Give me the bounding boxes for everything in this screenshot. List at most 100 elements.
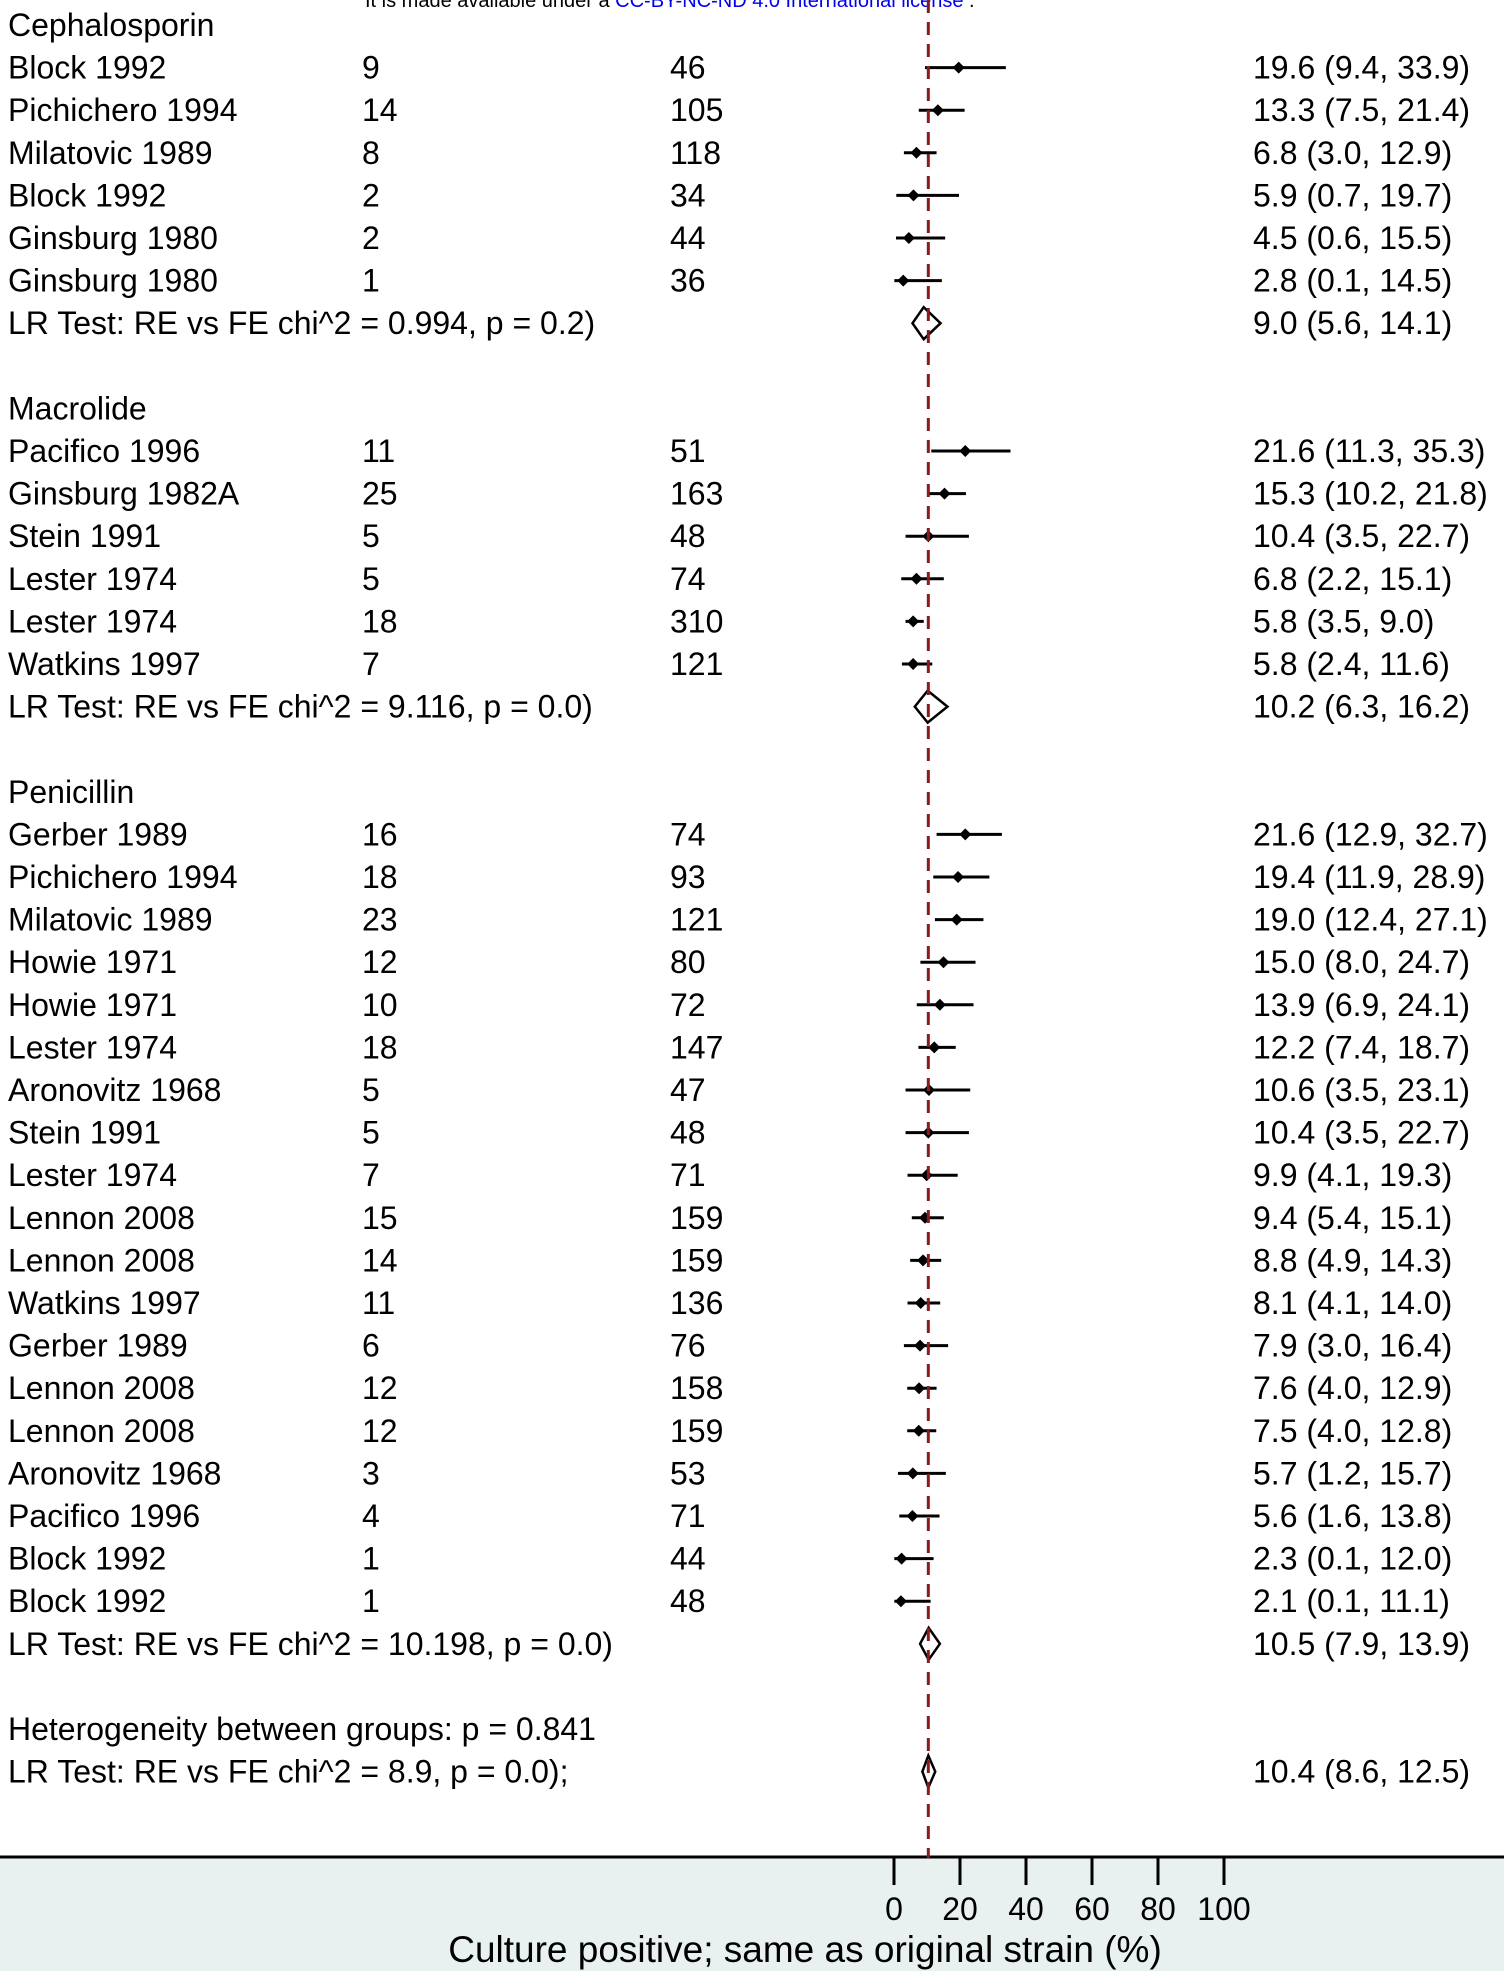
estimate-ci: 2.3 (0.1, 12.0) [1253,1541,1452,1577]
total-count: 159 [670,1413,723,1449]
study-name: Ginsburg 1982A [8,476,240,512]
point-estimate [895,1552,908,1565]
point-estimate [928,1041,941,1054]
study-name: Milatovic 1989 [8,135,213,171]
total-count: 48 [670,1583,706,1619]
forest-marks [894,61,1011,1791]
study-name: Milatovic 1989 [8,902,213,938]
point-estimate [897,274,910,287]
events-count: 5 [362,1072,380,1108]
x-tick-label: 80 [1140,1891,1176,1927]
events-count: 18 [362,603,398,639]
events-count: 6 [362,1328,380,1364]
estimate-ci: 8.1 (4.1, 14.0) [1253,1285,1452,1321]
estimate-ci: 6.8 (2.2, 15.1) [1253,561,1452,597]
study-name: Stein 1991 [8,1115,161,1151]
total-count: 74 [670,561,706,597]
estimate-ci: 15.0 (8.0, 24.7) [1253,944,1470,980]
point-estimate [913,1382,926,1395]
point-estimate [907,189,920,202]
study-name: Pichichero 1994 [8,859,237,895]
point-estimate [906,1467,919,1480]
pooled-label: LR Test: RE vs FE chi^2 = 8.9, p = 0.0); [8,1754,568,1790]
study-name: Block 1992 [8,177,166,213]
events-count: 11 [362,1285,395,1321]
events-count: 1 [362,1583,380,1619]
total-count: 51 [670,433,706,469]
total-count: 74 [670,816,706,852]
events-count: 8 [362,135,380,171]
group-label: Penicillin [8,774,134,810]
estimate-ci: 8.8 (4.9, 14.3) [1253,1242,1452,1278]
events-count: 1 [362,263,380,299]
events-count: 11 [362,433,395,469]
study-name: Lester 1974 [8,1157,177,1193]
x-tick-label: 0 [885,1891,903,1927]
total-count: 136 [670,1285,723,1321]
point-estimate [952,871,965,883]
point-estimate [914,1339,927,1352]
point-estimate [917,1254,930,1267]
total-count: 121 [670,902,723,938]
total-count: 80 [670,944,706,980]
events-count: 7 [362,1157,380,1193]
estimate-ci: 13.9 (6.9, 24.1) [1253,987,1470,1023]
study-name: Pichichero 1994 [8,92,237,128]
total-count: 105 [670,92,723,128]
study-name: Watkins 1997 [8,1285,201,1321]
estimate-ci: 6.8 (3.0, 12.9) [1253,135,1452,171]
estimate-ci: 10.4 (3.5, 22.7) [1253,1115,1470,1151]
license-banner-suffix: . [969,0,975,12]
total-count: 48 [670,1115,706,1151]
study-name: Lennon 2008 [8,1200,195,1236]
total-count: 44 [670,1541,706,1577]
events-count: 18 [362,859,398,895]
total-count: 118 [670,135,721,171]
events-count: 12 [362,1413,398,1449]
point-estimate [902,232,915,244]
events-count: 23 [362,902,398,938]
events-count: 2 [362,177,380,213]
license-link[interactable]: CC-BY-NC-ND 4.0 International license [615,0,963,12]
point-estimate [950,913,963,926]
estimate-ci: 12.2 (7.4, 18.7) [1253,1029,1470,1065]
heterogeneity-note: Heterogeneity between groups: p = 0.841 [8,1711,596,1747]
pooled-estimate-ci: 10.2 (6.3, 16.2) [1253,689,1470,725]
estimate-ci: 21.6 (12.9, 32.7) [1253,816,1488,852]
events-count: 1 [362,1541,380,1577]
estimate-ci: 10.4 (3.5, 22.7) [1253,518,1470,554]
total-count: 44 [670,220,706,256]
study-name: Lester 1974 [8,1029,177,1065]
events-count: 4 [362,1498,380,1534]
study-name: Ginsburg 1980 [8,263,218,299]
pooled-label: LR Test: RE vs FE chi^2 = 9.116, p = 0.0… [8,689,593,725]
events-count: 5 [362,561,380,597]
pooled-diamond [910,305,943,342]
license-banner: It is made available under a CC-BY-NC-ND… [365,0,975,12]
pooled-estimate-ci: 10.5 (7.9, 13.9) [1253,1626,1470,1662]
point-estimate [912,1424,925,1437]
x-axis: 0 20 40 60 80 100 [885,1858,1251,1927]
estimate-ci: 7.9 (3.0, 16.4) [1253,1328,1452,1364]
point-estimate [933,998,946,1011]
estimate-ci: 19.4 (11.9, 28.9) [1253,859,1485,895]
total-count: 53 [670,1455,706,1491]
group-label: Macrolide [8,390,147,426]
total-count: 76 [670,1328,706,1364]
license-banner-prefix: It is made available under a [365,0,615,12]
total-count: 121 [670,646,723,682]
events-count: 5 [362,1115,380,1151]
point-estimate [959,445,972,457]
estimate-ci: 13.3 (7.5, 21.4) [1253,92,1470,128]
events-count: 12 [362,1370,398,1406]
estimate-ci: 9.4 (5.4, 15.1) [1253,1200,1452,1236]
total-count: 48 [670,518,706,554]
point-estimate [910,572,923,585]
total-count: 93 [670,859,706,895]
estimate-ci: 9.9 (4.1, 19.3) [1253,1157,1452,1193]
point-estimate [931,104,944,117]
study-name: Aronovitz 1968 [8,1455,221,1491]
estimate-ci: 19.0 (12.4, 27.1) [1253,902,1488,938]
total-count: 71 [670,1157,706,1193]
